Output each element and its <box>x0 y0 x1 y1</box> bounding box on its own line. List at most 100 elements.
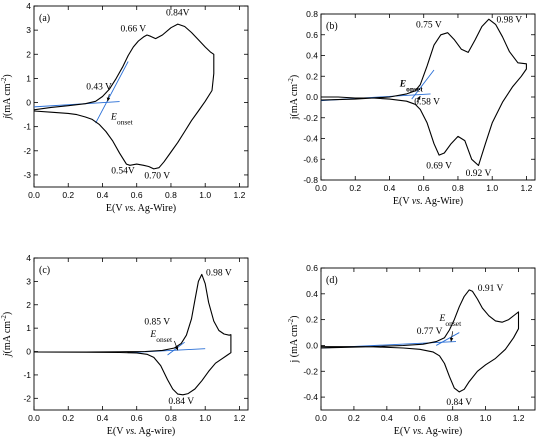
onset-label: Eonset <box>110 112 134 126</box>
x-tick-label: 0.2 <box>349 183 361 193</box>
label-part: j (mA cm <box>289 324 300 363</box>
y-axis-label: j(mA cm-2) <box>287 75 300 120</box>
y-tick-label: 4 <box>26 1 31 11</box>
label-part: j <box>2 353 13 358</box>
y-tick-label: 0.6 <box>306 263 318 273</box>
y-tick-label: -0.2 <box>303 113 318 123</box>
x-label-part: E(V <box>394 426 413 437</box>
chart-panel: 0.0 0.2 0.4 0.6 0.8 1.0 1.2 -0.4 -0.2 0.0 0.2 0.4 0.… <box>287 263 536 437</box>
x-tick-label: 0.4 <box>381 413 393 423</box>
peak-annotation: 0.54V <box>111 167 135 177</box>
x-tick-label: 0.6 <box>131 190 143 200</box>
x-axis-label: E(V vs. Ag-wire) <box>107 426 175 437</box>
y-tick-label: 3 <box>26 25 31 35</box>
y-tick-label: 0.8 <box>306 9 318 19</box>
label-part: ) <box>289 316 300 319</box>
x-tick-label: 0.6 <box>414 413 426 423</box>
peak-annotation: 0.75 V <box>416 20 442 30</box>
onset-label-sub: onset <box>156 335 173 344</box>
onset-arrowhead <box>449 337 454 342</box>
label-part: j(mA cm <box>289 84 300 120</box>
plot-frame <box>33 5 249 188</box>
onset-label-main: E <box>439 314 446 324</box>
label-part: ) <box>289 75 300 78</box>
y-tick-label: -1 <box>23 370 31 380</box>
label-part: -2 <box>0 315 8 321</box>
y-tick-label: 2 <box>26 300 31 310</box>
y-tick-label: -3 <box>23 170 31 180</box>
x-label-part: vs. <box>125 203 136 214</box>
x-label-part: Ag-wire) <box>137 426 176 437</box>
x-axis-label: E(V vs. Ag-Wire) <box>393 196 463 207</box>
y-tick-label: 0.2 <box>306 71 318 81</box>
y-tick-label: 0 <box>26 98 31 108</box>
onset-label: Eonset <box>399 80 424 94</box>
x-tick-label: 0.2 <box>62 413 74 423</box>
onset-tangent-line <box>436 332 460 346</box>
peak-annotation: 0.58 V <box>414 97 440 107</box>
peak-annotation: 0.91 V <box>478 284 504 294</box>
peak-annotation: 0.98 V <box>496 15 522 25</box>
x-tick-label: 0.8 <box>452 183 464 193</box>
panel-label: (a) <box>39 13 50 24</box>
x-tick-label: 0.2 <box>348 413 360 423</box>
x-tick-label: 1.0 <box>486 183 498 193</box>
peak-annotation: 0.84 V <box>168 397 194 407</box>
x-tick-label: 1.0 <box>199 190 211 200</box>
x-tick-label: 1.2 <box>513 413 525 423</box>
label-part: -2 <box>287 318 295 324</box>
x-axis-label: E(V vs. Ag-wire) <box>394 426 462 437</box>
x-tick-label: 0.4 <box>97 190 109 200</box>
x-tick-label: 0.6 <box>418 183 430 193</box>
peak-annotation: 0.77 V <box>417 327 443 337</box>
x-label-part: vs. <box>413 426 424 437</box>
onset-label: Eonset <box>439 314 463 328</box>
panel-label: (c) <box>39 265 50 276</box>
x-label-part: Ag-Wire) <box>423 196 463 207</box>
y-tick-label: 1 <box>26 73 31 83</box>
label-part: ) <box>2 312 13 315</box>
onset-label-main: E <box>149 330 156 340</box>
y-tick-label: -2 <box>23 393 31 403</box>
onset-label-main: E <box>110 112 117 122</box>
x-label-part: vs. <box>412 196 423 207</box>
y-tick-label: 0.6 <box>306 30 318 40</box>
y-tick-label: 2 <box>26 49 31 59</box>
x-tick-label: 1.2 <box>234 413 246 423</box>
x-tick-label: 0.0 <box>315 183 327 193</box>
y-tick-label: 0 <box>26 347 31 357</box>
onset-arrowhead <box>174 346 179 351</box>
x-tick-label: 1.0 <box>199 413 211 423</box>
cv-curve <box>320 18 527 167</box>
peak-annotation: 0.92 V <box>466 169 492 179</box>
x-tick-label: 0.6 <box>131 413 143 423</box>
cv-curve <box>33 23 215 170</box>
chart-panel: 0.0 0.2 0.4 0.6 0.8 1.0 1.2 -2 -1 0 1 2 3 4 E(V vs. Ag… <box>0 253 249 437</box>
onset-label-main: E <box>399 80 406 90</box>
x-tick-label: 0.8 <box>447 413 459 423</box>
peak-annotation: 0.98 V <box>206 269 232 279</box>
label-part: (mA cm <box>2 83 13 116</box>
y-axis-label: j (mA cm-2) <box>287 316 300 364</box>
x-tick-label: 1.0 <box>480 413 492 423</box>
x-tick-label: 0.4 <box>384 183 396 193</box>
y-tick-label: 0.4 <box>306 51 318 61</box>
y-tick-label: -0.2 <box>303 366 318 376</box>
onset-label: Eonset <box>149 330 173 344</box>
label-part: -2 <box>0 77 8 83</box>
x-tick-label: 0.2 <box>62 190 74 200</box>
label-part: j <box>2 116 13 121</box>
onset-label-sub: onset <box>406 84 423 93</box>
y-tick-label: 0.0 <box>306 92 318 102</box>
y-tick-label: -0.6 <box>303 154 318 164</box>
x-tick-label: 0.8 <box>165 413 177 423</box>
y-axis-label: j(mA cm-2) <box>0 74 13 120</box>
onset-label-sub: onset <box>445 318 462 327</box>
x-tick-label: 0.0 <box>28 413 40 423</box>
panel-label: (b) <box>326 21 338 32</box>
x-tick-label: 0.4 <box>97 413 109 423</box>
x-label-part: Ag-Wire) <box>136 203 176 214</box>
x-label-part: E(V <box>393 196 412 207</box>
x-tick-label: 0.0 <box>315 413 327 423</box>
